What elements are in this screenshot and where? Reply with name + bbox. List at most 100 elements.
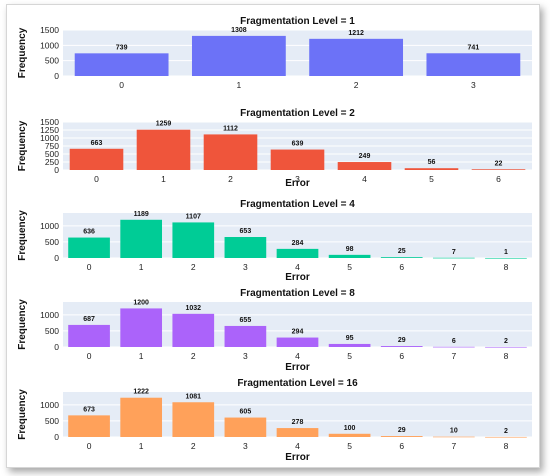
data-label: 739: [116, 44, 128, 51]
bar: [270, 149, 325, 170]
figure-frame: 0 500 1000 1500 739 0 1308 1 1212 2 741 3 Fragmentat…: [6, 4, 540, 468]
y-axis-label: Frequency: [17, 210, 28, 261]
chart-panel-5: 0 500 1000 673 0 1222 1 1081 2 605 3 278 4 100 5 29 6 10 7…: [17, 378, 532, 463]
bar: [337, 162, 392, 170]
data-label: 95: [346, 335, 354, 342]
data-label: 1081: [185, 393, 201, 400]
data-label: 1112: [223, 125, 238, 132]
x-tick-label: 6: [399, 262, 404, 272]
bar: [136, 129, 191, 170]
x-axis-label: Error: [285, 272, 310, 283]
x-tick-label: 3: [243, 351, 248, 361]
chart-panel-2: 0250500750100012501500663012591111226393…: [17, 108, 532, 189]
x-tick-label: 4: [295, 441, 300, 451]
y-tick-label: 0: [54, 342, 59, 352]
x-tick-label: 8: [504, 351, 509, 361]
data-label: 7: [452, 249, 456, 256]
bar: [485, 257, 527, 259]
bar: [68, 324, 110, 347]
bar: [120, 397, 163, 437]
x-axis-label: Error: [285, 178, 310, 189]
x-tick-label: 5: [429, 174, 434, 184]
data-label: 1189: [134, 211, 149, 218]
x-tick-label: 4: [295, 262, 300, 272]
y-tick-label: 250: [45, 157, 59, 167]
y-tick-label: 500: [45, 326, 59, 336]
x-tick-label: 3: [471, 80, 476, 90]
x-tick-label: 3: [295, 174, 300, 184]
data-label: 249: [359, 153, 371, 160]
data-label: 29: [398, 427, 406, 434]
x-tick-label: 5: [347, 351, 352, 361]
bar: [432, 436, 475, 438]
bar: [432, 257, 475, 259]
bar: [380, 257, 423, 258]
y-tick-label: 1000: [40, 221, 59, 231]
bar: [426, 53, 521, 76]
x-tick-label: 0: [87, 441, 92, 451]
bar: [380, 436, 423, 437]
y-tick-label: 500: [45, 416, 59, 426]
chart-title: Fragmentation Level = 4: [240, 199, 355, 210]
x-tick-label: 8: [504, 262, 509, 272]
x-tick-label: 1: [161, 174, 166, 184]
data-label: 1: [504, 249, 508, 256]
bar: [172, 313, 215, 347]
data-label: 2: [504, 428, 508, 435]
bar: [224, 237, 267, 258]
chart-panel-4: 0 500 1000 687 0 1200 1 1032 2 655 3 294 4 95 5 29 6 6 7 2 8…: [17, 288, 532, 373]
x-tick-label: 3: [243, 441, 248, 451]
bar: [471, 169, 526, 170]
data-label: 1259: [156, 121, 172, 128]
x-tick-label: 5: [347, 441, 352, 451]
x-tick-label: 0: [94, 174, 99, 184]
x-tick-label: 4: [362, 174, 367, 184]
data-label: 741: [468, 44, 480, 51]
chart-title: Fragmentation Level = 8: [240, 288, 355, 299]
x-tick-label: 7: [451, 262, 456, 272]
data-label: 1032: [185, 305, 201, 312]
data-label: 673: [83, 406, 95, 413]
bar: [404, 168, 459, 170]
data-label: 294: [292, 329, 304, 336]
x-tick-label: 2: [191, 351, 196, 361]
data-label: 284: [292, 240, 304, 247]
x-tick-label: 3: [243, 262, 248, 272]
x-tick-label: 6: [399, 351, 404, 361]
chart-title: Fragmentation Level = 1: [240, 16, 355, 27]
bar: [276, 248, 319, 258]
y-tick-label: 1000: [40, 40, 59, 50]
x-tick-label: 1: [139, 351, 144, 361]
data-label: 1212: [348, 30, 364, 37]
bar: [328, 254, 371, 258]
bar: [191, 35, 286, 76]
data-label: 22: [495, 160, 503, 167]
y-axis-label: Frequency: [17, 389, 28, 440]
data-label: 655: [240, 317, 252, 324]
data-label: 1200: [133, 299, 149, 306]
y-tick-label: 1500: [40, 117, 59, 127]
chart-panel-1: 0 500 1000 1500 739 0 1308 1 1212 2 741 3 Fragmentat…: [17, 16, 532, 90]
data-label: 25: [398, 248, 406, 255]
y-tick-label: 500: [45, 56, 59, 66]
bar: [309, 38, 404, 76]
x-tick-label: 2: [191, 441, 196, 451]
bar: [276, 428, 319, 437]
y-tick-label: 1000: [40, 133, 59, 143]
data-label: 6: [452, 338, 456, 345]
data-label: 653: [240, 228, 252, 235]
chart-title: Fragmentation Level = 2: [240, 108, 355, 119]
data-label: 1222: [133, 389, 149, 396]
x-axis-label: Error: [285, 362, 310, 373]
y-tick-label: 0: [54, 432, 59, 442]
bar: [432, 346, 475, 348]
y-tick-label: 1250: [40, 125, 59, 135]
data-label: 1308: [231, 27, 247, 34]
x-axis-label: Error: [285, 452, 310, 463]
bar: [485, 436, 527, 438]
data-label: 605: [240, 409, 252, 416]
y-tick-label: 1500: [40, 25, 59, 35]
y-tick-label: 750: [45, 141, 59, 151]
x-tick-label: 6: [399, 441, 404, 451]
x-tick-label: 7: [451, 441, 456, 451]
